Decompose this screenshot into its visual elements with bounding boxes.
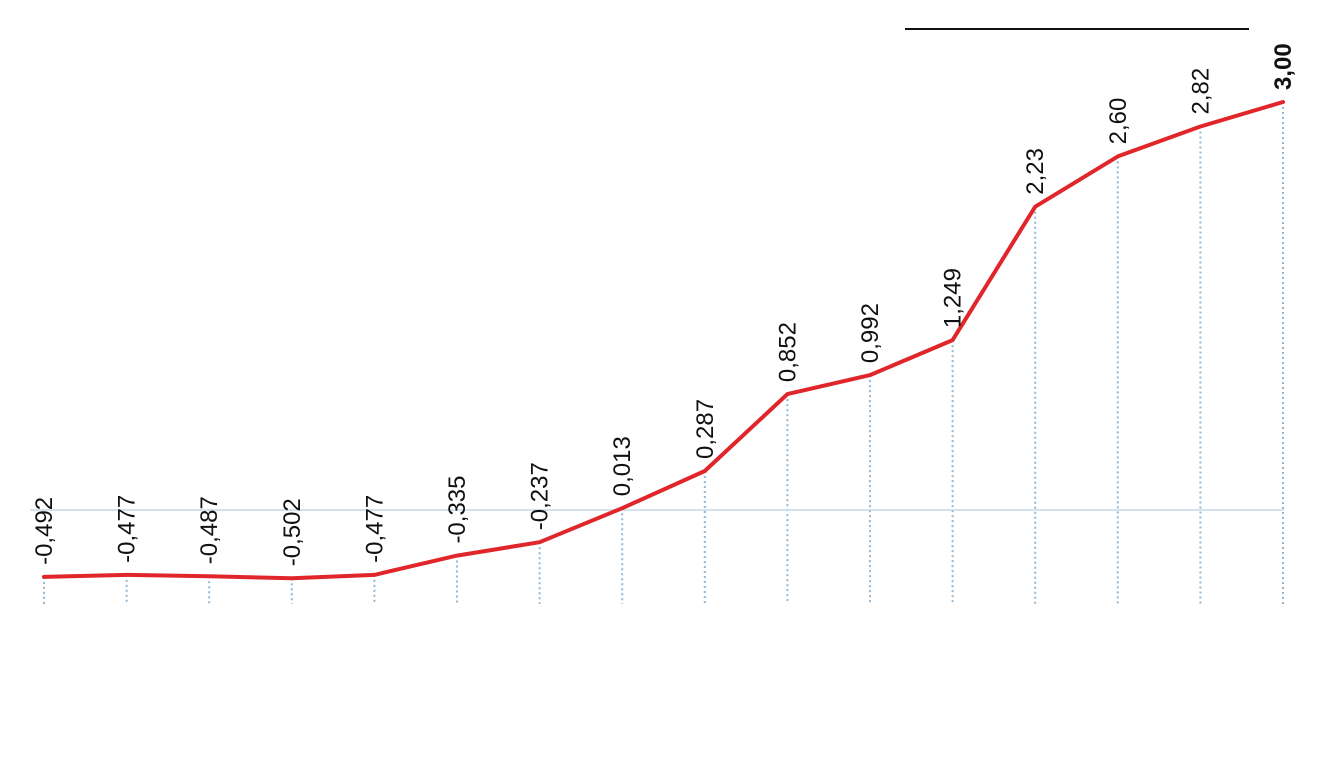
data-label: -0,487 <box>196 496 223 564</box>
data-label: 0,992 <box>857 303 884 363</box>
series-line <box>42 100 1285 581</box>
data-labels: -0,492 -0,477 -0,487 -0,502 -0,477 -0,335 -0,2… <box>31 43 1297 566</box>
data-label: 3,00 <box>1270 43 1297 90</box>
data-label: -0,237 <box>527 462 554 530</box>
data-label: 0,852 <box>774 322 801 382</box>
data-label: -0,335 <box>444 475 471 543</box>
data-label: 2,60 <box>1105 98 1132 145</box>
data-label: 2,23 <box>1022 148 1049 195</box>
data-label: 0,013 <box>609 436 636 496</box>
data-label: 1,249 <box>940 268 967 328</box>
data-label: 0,287 <box>692 399 719 459</box>
vertical-guides <box>43 102 1284 604</box>
data-label: -0,502 <box>279 498 306 566</box>
data-label: -0,492 <box>31 497 58 565</box>
data-label: -0,477 <box>361 495 388 563</box>
data-label: -0,477 <box>114 495 141 563</box>
data-label: 2,82 <box>1187 68 1214 115</box>
